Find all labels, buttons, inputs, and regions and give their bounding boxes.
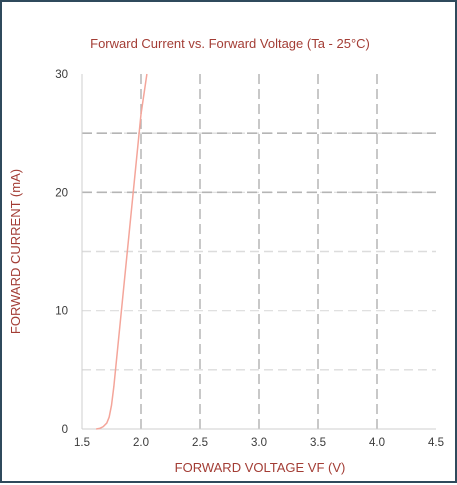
x-tick-labels: 1.5 2.0 2.5 3.0 3.5 4.0 4.5 <box>74 437 444 449</box>
grid-lines <box>82 74 436 429</box>
y-tick-labels: 0 10 20 30 <box>55 69 68 436</box>
x-tick-label: 4.5 <box>428 437 444 449</box>
series-line <box>96 73 148 430</box>
x-tick-label: 1.5 <box>74 437 90 449</box>
x-tick-label: 3.0 <box>251 437 267 449</box>
chart-title: Forward Current vs. Forward Voltage (Ta … <box>90 36 370 51</box>
x-tick-label: 2.0 <box>133 437 149 449</box>
y-tick-label: 30 <box>55 69 68 81</box>
x-axis-label: FORWARD VOLTAGE VF (V) <box>175 460 346 475</box>
x-tick-label: 4.0 <box>369 437 385 449</box>
y-axis-label: FORWARD CURRENT (mA) <box>8 169 23 334</box>
y-tick-label: 0 <box>62 424 68 436</box>
y-tick-label: 10 <box>55 306 68 318</box>
x-tick-label: 2.5 <box>192 437 208 449</box>
x-tick-label: 3.5 <box>310 437 326 449</box>
axes <box>81 74 436 430</box>
series-group <box>96 73 148 430</box>
y-tick-label: 20 <box>55 187 68 199</box>
